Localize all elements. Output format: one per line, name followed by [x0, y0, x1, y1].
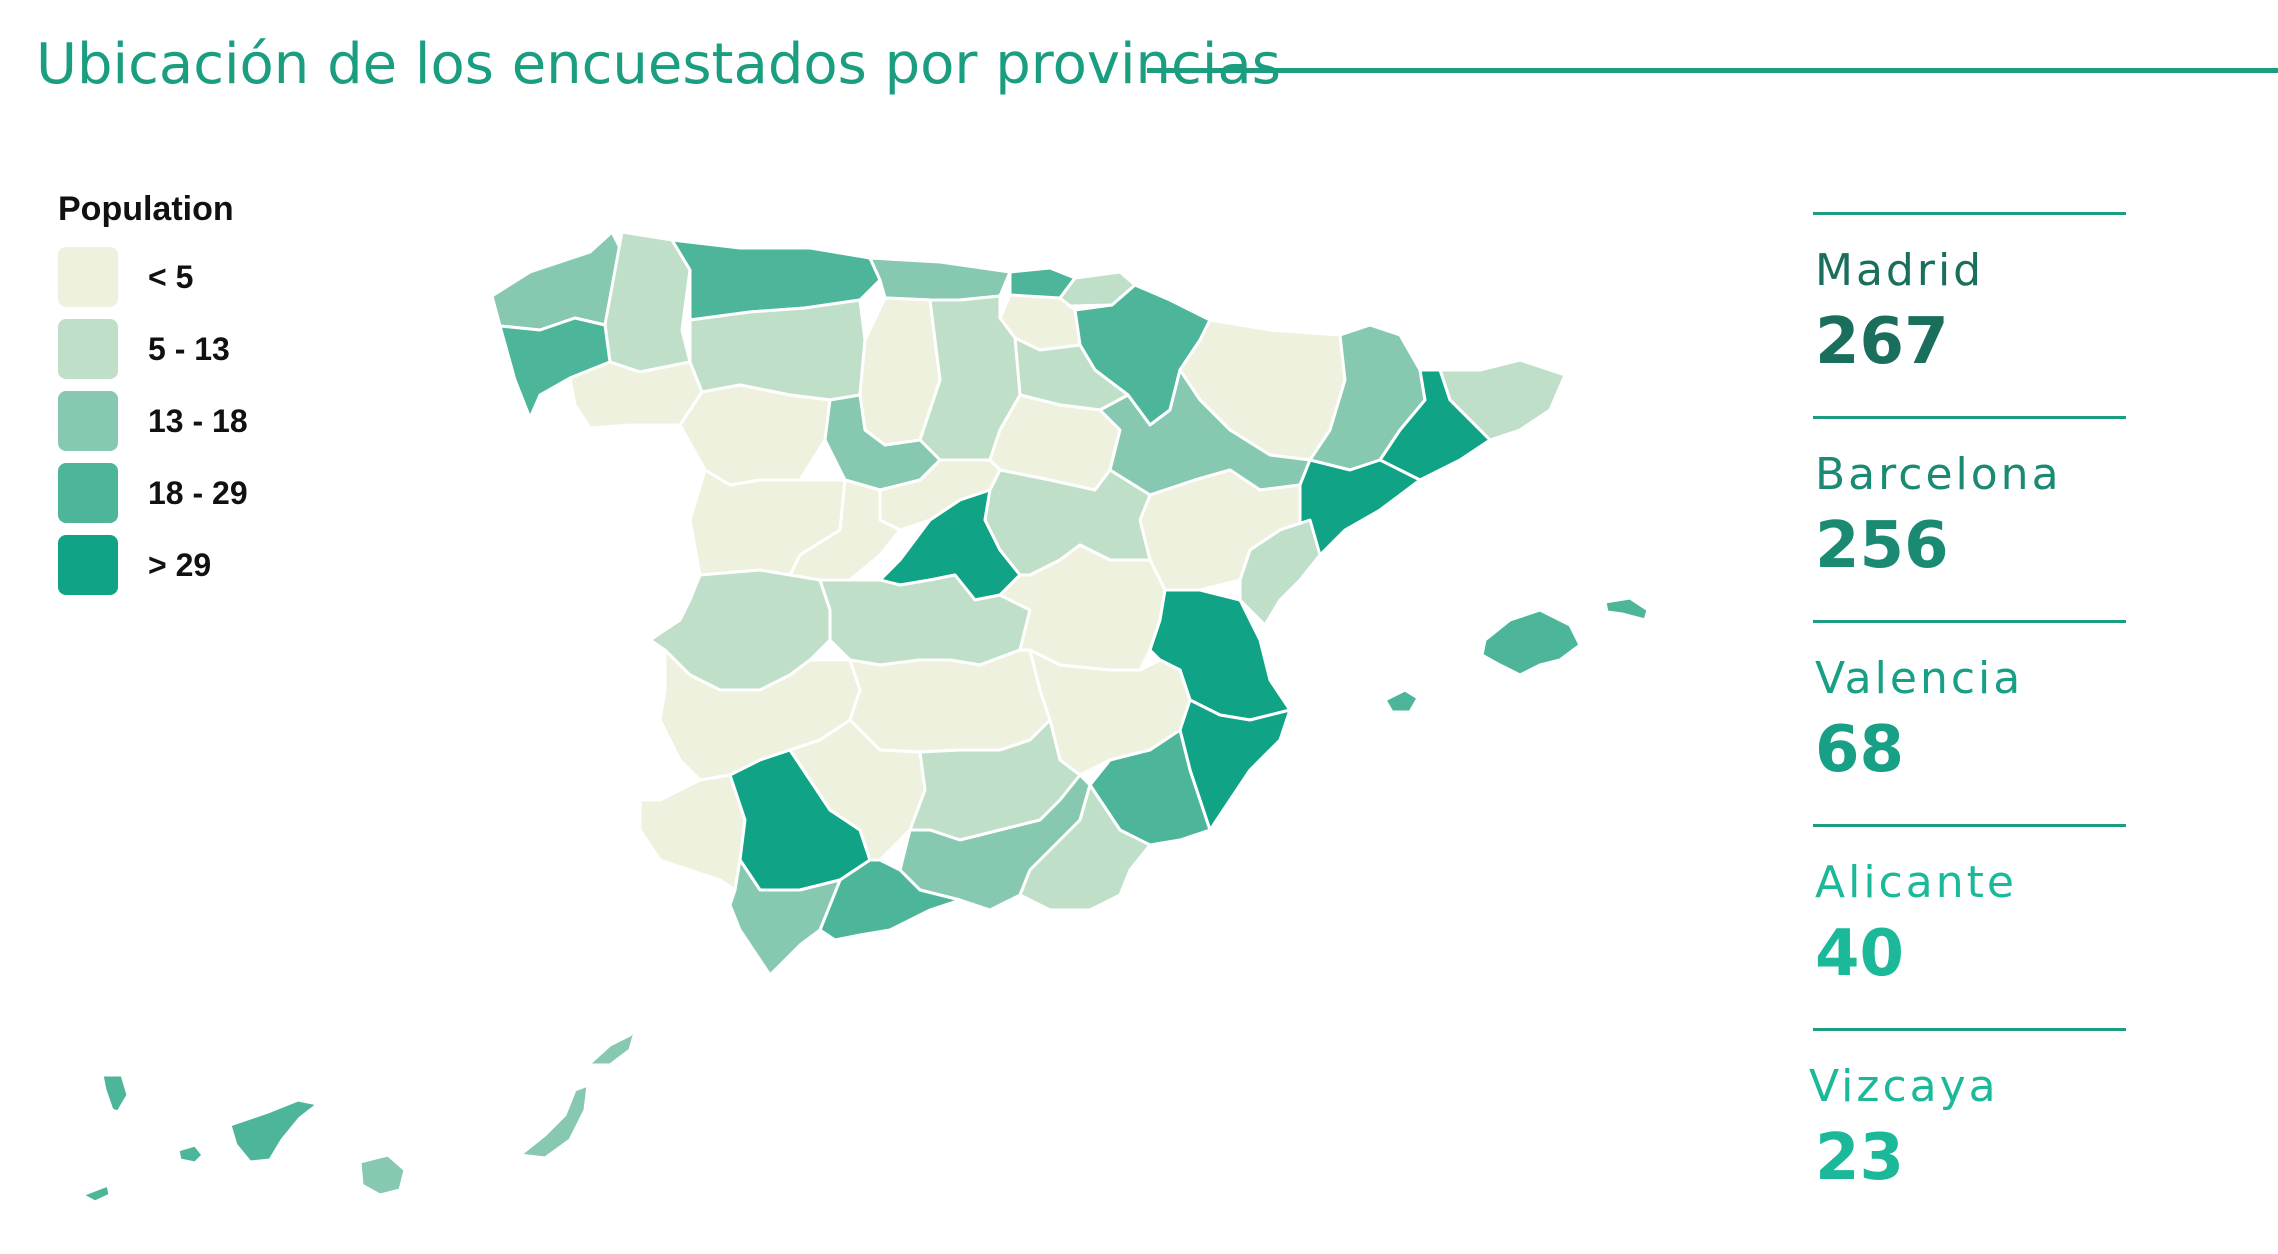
province-leon — [688, 298, 867, 402]
legend-swatch — [58, 319, 118, 379]
province-barcelona — [1378, 368, 1492, 482]
legend-item-18-29: 18 - 29 — [58, 463, 248, 523]
province-almeria — [1018, 783, 1152, 912]
stat-item-vizcaya: Vizcaya 23 — [1809, 1028, 2126, 1232]
legend-swatch — [58, 535, 118, 595]
province-baleares-ibiza — [1383, 688, 1420, 714]
province-lugo — [603, 230, 692, 374]
stat-value: 40 — [1815, 917, 1905, 991]
province-canarias-la-gomera — [176, 1143, 205, 1165]
stat-value: 267 — [1815, 305, 1949, 379]
stat-value: 256 — [1815, 509, 1949, 583]
legend-label: 5 - 13 — [148, 330, 230, 367]
province-ourense — [568, 360, 704, 430]
stat-name: Vizcaya — [1809, 1061, 1999, 1112]
stat-item-barcelona: Barcelona 256 — [1813, 416, 2126, 620]
province-canarias-tenerife — [228, 1098, 320, 1164]
stat-value: 68 — [1815, 713, 1905, 787]
province-ciudad-real — [848, 648, 1052, 754]
province-tarragona — [1298, 458, 1422, 557]
legend-swatch — [58, 247, 118, 307]
province-baleares-mallorca — [1480, 608, 1582, 677]
province-baleares-menorca — [1603, 596, 1650, 622]
legend-item-13-18: 13 - 18 — [58, 391, 248, 451]
stat-value: 23 — [1815, 1121, 1905, 1195]
legend-item-gt29: > 29 — [58, 535, 248, 595]
province-canarias-gran-canaria — [358, 1153, 407, 1197]
stat-name: Valencia — [1815, 653, 2024, 704]
province-a-coruna — [490, 230, 624, 332]
legend-label: < 5 — [148, 258, 194, 295]
province-huelva — [638, 773, 747, 892]
stat-item-alicante: Alicante 40 — [1813, 824, 2126, 1028]
stat-name: Barcelona — [1815, 449, 2062, 500]
page-title: Ubicación de los encuestados por provinc… — [36, 32, 1281, 97]
legend-label: > 29 — [148, 546, 212, 583]
legend: Population < 5 5 - 13 13 - 18 18 - 29 > … — [58, 190, 248, 607]
title-rule — [1147, 68, 2278, 73]
legend-swatch — [58, 463, 118, 523]
province-canarias-lanzarote — [586, 1026, 638, 1067]
stat-name: Madrid — [1815, 245, 1985, 296]
top-provinces-list: Madrid 267 Barcelona 256 Valencia 68 Ali… — [1809, 212, 2126, 1232]
stat-name: Alicante — [1815, 857, 2017, 908]
province-canarias-fuerteventura — [518, 1083, 590, 1160]
legend-label: 18 - 29 — [148, 474, 248, 511]
stat-item-madrid: Madrid 267 — [1813, 212, 2126, 416]
stat-item-valencia: Valencia 68 — [1813, 620, 2126, 824]
province-canarias-el-hierro — [80, 1183, 112, 1204]
province-cadiz — [728, 858, 842, 977]
province-murcia — [1088, 728, 1212, 847]
province-castellon — [1238, 518, 1322, 627]
province-zamora — [678, 383, 832, 487]
legend-item-lt5: < 5 — [58, 247, 248, 307]
legend-label: 13 - 18 — [148, 402, 248, 439]
province-cantabria — [868, 256, 1012, 302]
legend-title: Population — [58, 190, 234, 228]
province-canarias-la-palma — [100, 1073, 130, 1114]
legend-swatch — [58, 391, 118, 451]
legend-item-5-13: 5 - 13 — [58, 319, 248, 379]
